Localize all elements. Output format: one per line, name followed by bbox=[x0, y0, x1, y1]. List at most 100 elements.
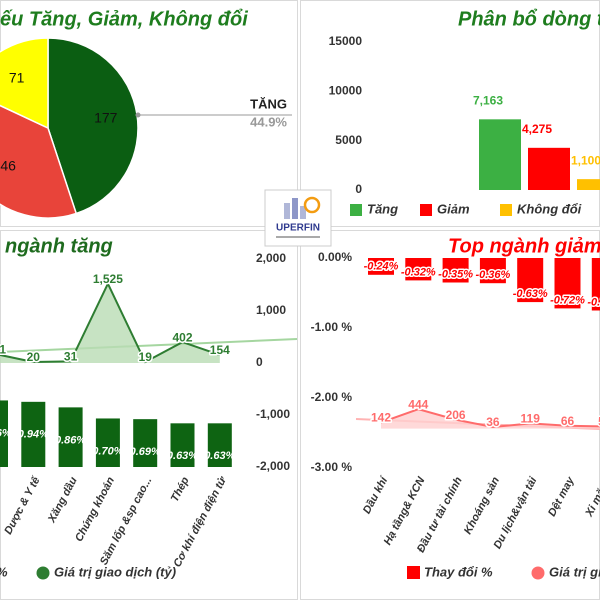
logo-icon bbox=[284, 203, 290, 219]
bar bbox=[405, 258, 432, 281]
callout-dot bbox=[135, 112, 141, 118]
bar bbox=[577, 179, 600, 190]
logo: UPERFIN bbox=[264, 189, 332, 247]
line-label: 19 bbox=[139, 350, 153, 364]
bar bbox=[442, 258, 469, 283]
y-tick-label: -1.00 % bbox=[311, 320, 353, 334]
y-tick-label: 0 bbox=[256, 355, 263, 369]
chart-title: Phân bổ dòng tiền bbox=[458, 8, 600, 30]
logo-icon bbox=[292, 198, 298, 219]
callout-value: 44.9% bbox=[250, 114, 287, 129]
line-label: 20 bbox=[27, 350, 41, 364]
chart-title: ngành tăng bbox=[5, 235, 113, 257]
bar-label: -0.35% bbox=[438, 268, 473, 280]
callout-label: TĂNG bbox=[250, 96, 287, 111]
bar-label: 4,275 bbox=[522, 122, 552, 136]
chart-title: ếu Tăng, Giảm, Không đổi bbox=[0, 8, 248, 30]
bar bbox=[170, 423, 195, 467]
y-tick-label: 0.00% bbox=[318, 250, 352, 264]
y-tick-label: 2,000 bbox=[256, 251, 286, 265]
bar-label: -0.63% bbox=[513, 288, 548, 300]
legend-label: Tăng bbox=[367, 201, 398, 216]
line bbox=[380, 408, 600, 429]
y-tick-label: -2,000 bbox=[256, 459, 290, 473]
line-label: 31 bbox=[64, 350, 78, 364]
legend-label: Thay đổi % bbox=[0, 564, 8, 579]
line-label: 66 bbox=[561, 414, 575, 428]
bar-label: 0.63% bbox=[167, 450, 198, 462]
line-label: 1,525 bbox=[93, 272, 123, 286]
pie-label: 71 bbox=[9, 69, 25, 85]
bar-label: 0.96% bbox=[0, 427, 12, 439]
bar-label: 0.69% bbox=[130, 446, 161, 458]
y-tick-label: -2.00 % bbox=[311, 390, 353, 404]
bar bbox=[21, 401, 46, 467]
bar-label: -0.36% bbox=[475, 269, 510, 281]
line-area bbox=[0, 283, 220, 363]
bar bbox=[554, 258, 581, 309]
bar bbox=[479, 258, 506, 284]
y-tick-label: 0 bbox=[355, 182, 362, 196]
legend-swatch bbox=[531, 566, 545, 580]
line-label: 142 bbox=[371, 411, 391, 425]
line-area bbox=[381, 409, 600, 429]
y-tick-label: 10000 bbox=[329, 84, 363, 98]
y-tick-label: 1,000 bbox=[256, 303, 286, 317]
y-tick-label: -3.00 % bbox=[311, 460, 353, 474]
panel bbox=[300, 230, 600, 600]
trend-line bbox=[0, 338, 298, 353]
bar bbox=[0, 400, 8, 467]
legend-label: Giá trị giao dịch (tỷ) bbox=[549, 564, 600, 579]
pie-slice bbox=[0, 37, 49, 130]
bar bbox=[528, 147, 570, 190]
bar-label: 0.86% bbox=[55, 434, 86, 446]
bar bbox=[368, 258, 394, 275]
legend-label: Thay đổi % bbox=[424, 564, 493, 579]
bar-label: -0.72% bbox=[550, 294, 585, 306]
bar-label: 7,163 bbox=[473, 93, 503, 107]
panel bbox=[0, 230, 298, 600]
line-label: 36 bbox=[486, 415, 500, 429]
bar bbox=[207, 423, 232, 467]
y-tick-label: -1,000 bbox=[256, 407, 290, 421]
logo-text: UPERFIN bbox=[276, 223, 320, 234]
line-label: 119 bbox=[521, 412, 541, 426]
bar bbox=[591, 258, 600, 311]
chart-title: Top ngành giảm bbox=[448, 235, 600, 257]
bar bbox=[479, 119, 521, 190]
bar bbox=[517, 258, 544, 303]
legend-swatch bbox=[500, 204, 512, 216]
bar-label: -0.24% bbox=[364, 261, 399, 273]
bar-label: -0.32% bbox=[401, 266, 436, 278]
y-tick-label: 15000 bbox=[329, 34, 363, 48]
logo-icon bbox=[303, 196, 321, 214]
line-label: 206 bbox=[446, 408, 466, 422]
legend-swatch bbox=[407, 566, 420, 579]
legend-label: Không đổi bbox=[517, 201, 582, 216]
legend-label: Giá trị giao dịch (tỷ) bbox=[54, 564, 176, 579]
bar bbox=[95, 418, 120, 467]
legend-label: Giảm bbox=[437, 201, 470, 216]
bar-label: 0.70% bbox=[92, 445, 123, 457]
bar-label: 0.63% bbox=[204, 450, 235, 462]
line-label: 171 bbox=[0, 342, 6, 356]
bar-label: 0.94% bbox=[18, 429, 49, 441]
y-tick-label: 5000 bbox=[335, 133, 362, 147]
line bbox=[0, 281, 221, 364]
bar bbox=[133, 419, 158, 467]
legend-swatch bbox=[350, 204, 362, 216]
bar-label: -0.75% bbox=[587, 296, 600, 308]
pie-label: 146 bbox=[0, 158, 16, 174]
bar-label: 1,100 bbox=[571, 153, 600, 167]
pie-slice bbox=[0, 104, 78, 219]
legend-swatch bbox=[36, 566, 50, 580]
line-label: 444 bbox=[408, 397, 428, 411]
bar bbox=[58, 407, 83, 467]
line-label: 402 bbox=[172, 330, 192, 344]
line-label: 50 bbox=[598, 415, 600, 429]
logo-icon bbox=[300, 206, 306, 219]
pie-label: 177 bbox=[94, 109, 118, 125]
line-label: 154 bbox=[210, 343, 230, 357]
legend-swatch bbox=[420, 204, 432, 216]
